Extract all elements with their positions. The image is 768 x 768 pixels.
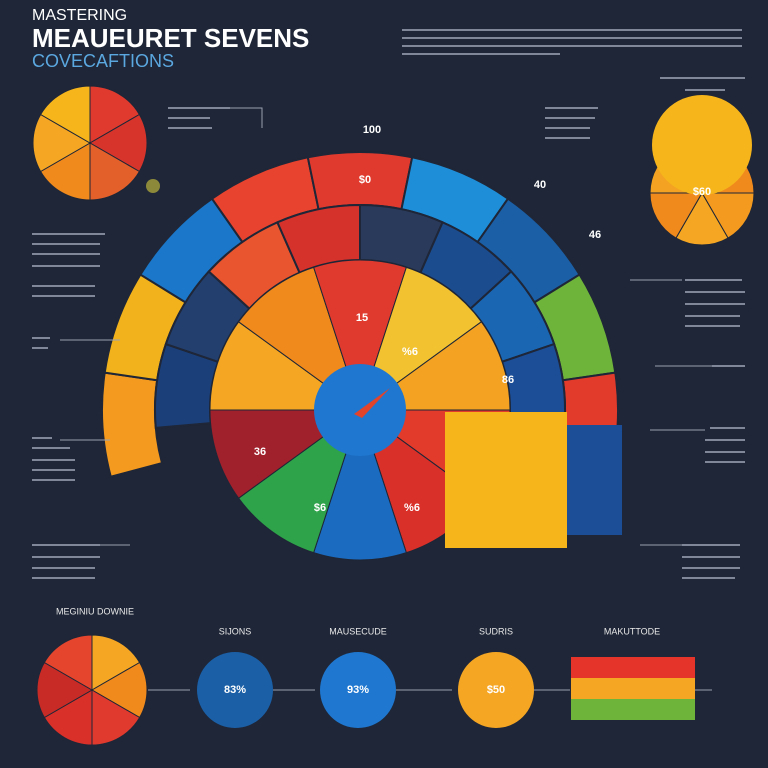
bar-band bbox=[571, 678, 695, 699]
gauge-label: 36 bbox=[254, 446, 266, 458]
bottom-value: 83% bbox=[224, 684, 246, 696]
circle bbox=[197, 652, 273, 728]
gauge-label: 46 bbox=[589, 229, 601, 241]
kicker: MASTERING bbox=[32, 7, 127, 24]
gauge-label: $6 bbox=[314, 502, 326, 514]
gauge bbox=[32, 85, 755, 746]
bottom-title: MEGINIU DOWNIE bbox=[56, 606, 134, 616]
circle bbox=[458, 652, 534, 728]
panel bbox=[567, 425, 622, 535]
gauge-label: 86 bbox=[502, 374, 514, 386]
pie-slice bbox=[91, 661, 148, 719]
circle bbox=[652, 95, 752, 195]
panel bbox=[445, 412, 567, 548]
bottom-title: MAKUTTODE bbox=[604, 626, 660, 636]
title: MEAUEURET SEVENS bbox=[32, 23, 309, 53]
pie-slice bbox=[39, 85, 91, 144]
gauge-label: 100 bbox=[363, 124, 381, 136]
inner-segment bbox=[313, 408, 407, 561]
inner-segment bbox=[359, 266, 483, 412]
bottom-value: $50 bbox=[487, 684, 505, 696]
pie-slice bbox=[649, 192, 703, 239]
pie-slice bbox=[675, 192, 729, 246]
gauge-label: 40 bbox=[534, 179, 546, 191]
outer-segment bbox=[101, 371, 164, 478]
bottom-title: MAUSECUDE bbox=[329, 626, 387, 636]
side-notes bbox=[32, 77, 745, 691]
gauge-label: 15 bbox=[356, 312, 368, 324]
pie-slice bbox=[39, 142, 91, 201]
inner-segment bbox=[313, 259, 407, 412]
pie-slice bbox=[43, 634, 93, 691]
pie-slice bbox=[701, 192, 755, 239]
pie-slice bbox=[91, 689, 141, 746]
pie-slice bbox=[43, 689, 93, 746]
bar-band bbox=[571, 699, 695, 720]
inner-segment bbox=[237, 408, 361, 554]
pie-slice bbox=[32, 113, 91, 173]
gauge-label: $0 bbox=[359, 174, 371, 186]
subtitle: COVECAFTIONS bbox=[32, 51, 174, 71]
side-value: $60 bbox=[693, 186, 711, 198]
bottom-value: 93% bbox=[347, 684, 369, 696]
pie-slice bbox=[89, 142, 141, 201]
bar-band bbox=[571, 657, 695, 678]
circle bbox=[320, 652, 396, 728]
dot bbox=[146, 179, 160, 193]
pie-slice bbox=[89, 85, 141, 144]
inner-segment bbox=[237, 266, 361, 412]
intro-text bbox=[402, 29, 742, 55]
gauge-label: %6 bbox=[404, 502, 420, 514]
bottom-title: SIJONS bbox=[219, 626, 252, 636]
pie-slice bbox=[89, 113, 148, 173]
pie-slice bbox=[36, 661, 94, 719]
needle bbox=[354, 388, 390, 418]
bottom-title: SUDRIS bbox=[479, 626, 513, 636]
gauge-label: %6 bbox=[402, 346, 418, 358]
pie-slice bbox=[91, 634, 141, 691]
